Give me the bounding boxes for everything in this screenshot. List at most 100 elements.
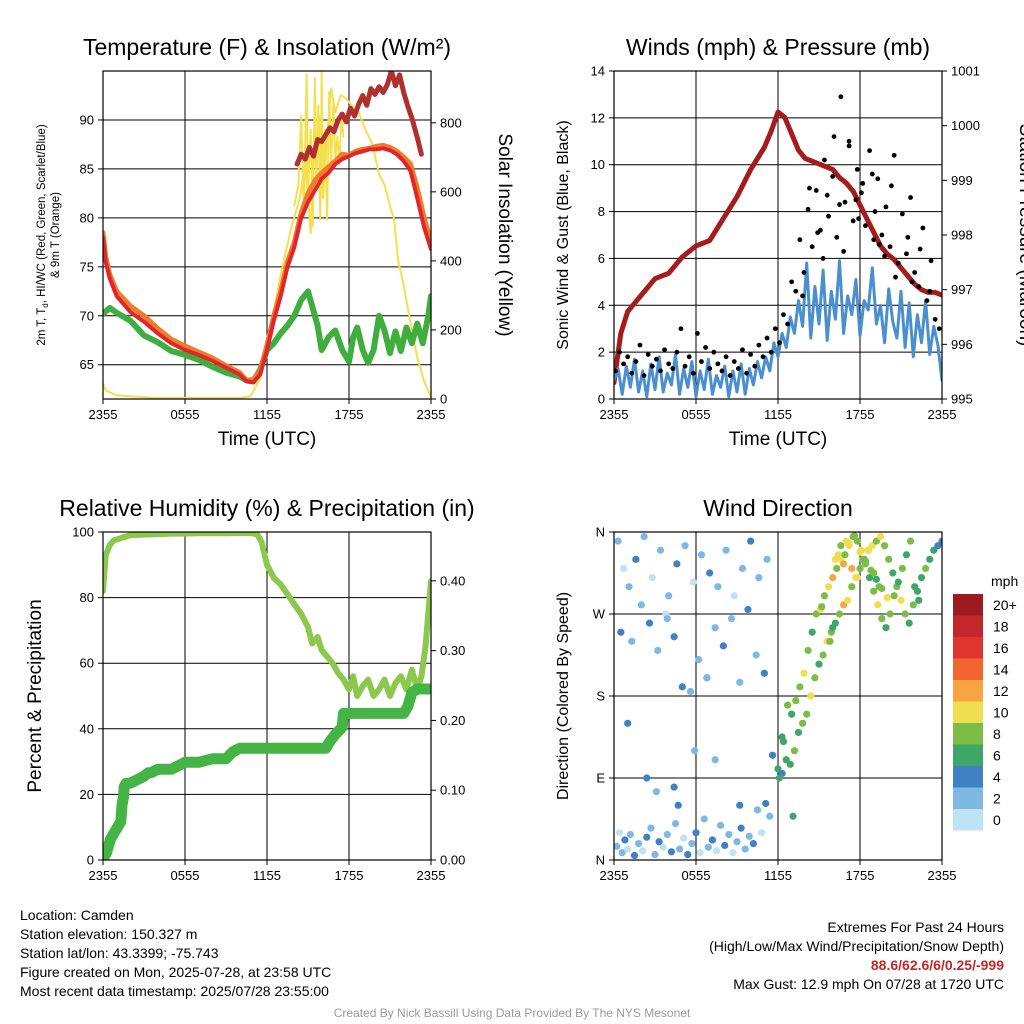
direction-point (758, 829, 766, 837)
gust-point (748, 352, 754, 357)
gust-point (842, 199, 848, 205)
x-tick-label: 0555 (682, 407, 711, 422)
y-tick-label: 90 (80, 112, 94, 127)
gust-point (793, 288, 799, 294)
direction-point (717, 821, 725, 829)
direction-point (647, 824, 655, 832)
direction-point (766, 812, 774, 820)
gust-point (637, 342, 643, 348)
gust-point (853, 197, 859, 203)
x-tick-label: 0555 (171, 868, 200, 883)
gust-point (801, 270, 807, 275)
direction-point (671, 819, 680, 828)
gust-point (917, 246, 923, 252)
direction-point (639, 847, 647, 855)
gust-point (871, 237, 877, 243)
direction-point (856, 548, 864, 556)
station-info: Location: Camden Station elevation: 150.… (20, 906, 331, 1001)
direction-point (659, 843, 667, 851)
direction-point (733, 838, 741, 846)
gust-point (781, 312, 786, 318)
gust-point (649, 363, 655, 369)
direction-point (922, 564, 930, 573)
y-tick-label: 80 (80, 210, 94, 225)
gust-point (846, 138, 852, 144)
direction-point (763, 555, 771, 563)
direction-point (674, 801, 682, 809)
gust-point (830, 174, 836, 179)
direction-point (874, 601, 882, 609)
gust-point (690, 370, 696, 376)
y-tick-label: 20 (80, 787, 94, 802)
direction-point (691, 747, 699, 755)
direction-point (670, 633, 678, 641)
y-tick-label: N (596, 525, 605, 540)
speed-legend-swatch (953, 637, 983, 659)
speed-legend-swatch (953, 766, 983, 788)
direction-point (753, 806, 762, 814)
gust-point (813, 188, 819, 193)
direction-point (755, 573, 763, 582)
gust-point (711, 349, 717, 355)
gust-point (854, 167, 860, 172)
direction-point (768, 751, 777, 759)
direction-point (700, 815, 708, 823)
gust-point (797, 237, 803, 243)
x-tick-label: 2355 (417, 407, 446, 422)
gust-point (872, 209, 878, 214)
y-axis-label: Direction (Colored By Speed) (555, 592, 572, 800)
y-axis-label: Sonic Wind & Gust (Blue, Black) (555, 120, 572, 349)
gust-point (703, 345, 708, 350)
direction-point (727, 614, 736, 623)
direction-point (703, 674, 711, 682)
y-tick-label: 0 (87, 853, 94, 868)
direction-point (637, 601, 645, 609)
speed-legend-label: 18 (993, 618, 1009, 634)
x-tick-label: 1155 (253, 407, 281, 422)
direction-point (861, 557, 870, 565)
gust-point (876, 241, 882, 247)
gust-point (727, 373, 733, 378)
direction-point (760, 669, 768, 677)
data-humidity (103, 532, 431, 860)
gust-point (875, 176, 881, 182)
gust-point (772, 326, 778, 332)
direction-point (632, 555, 640, 563)
speed-legend-label: 20+ (993, 597, 1017, 613)
gust-point (756, 342, 762, 348)
gust-point (653, 356, 659, 362)
gust-point (731, 359, 737, 364)
direction-point (856, 564, 864, 573)
direction-point (684, 850, 692, 859)
gust-point (617, 349, 622, 355)
speed-legend-swatch (953, 809, 983, 831)
direction-point (712, 847, 721, 855)
y-tick-label: N (596, 853, 605, 868)
gust-point (800, 293, 805, 299)
y-tick-label: 80 (80, 590, 94, 605)
gust-point (723, 354, 729, 360)
direction-point (738, 564, 747, 573)
direction-point (898, 564, 906, 573)
direction-point (736, 678, 744, 686)
direction-point (867, 566, 875, 574)
gust-point (707, 366, 713, 371)
gust-point (614, 368, 618, 374)
direction-point (673, 560, 681, 568)
gust-point (846, 143, 852, 149)
direction-point (719, 642, 727, 650)
x-tick-label: 0555 (171, 407, 200, 422)
gust-point (905, 234, 911, 240)
direction-point (917, 573, 926, 582)
gust-points (614, 94, 942, 378)
direction-point (747, 537, 755, 545)
gust-point (789, 279, 795, 285)
direction-point (655, 838, 663, 846)
gust-point (889, 183, 894, 189)
gust-point (891, 152, 897, 158)
x-axis-label: Time (UTC) (218, 429, 317, 450)
direction-point (708, 836, 717, 844)
gust-point (678, 326, 684, 332)
y-axis-label: Percent & Precipitation (25, 599, 46, 792)
